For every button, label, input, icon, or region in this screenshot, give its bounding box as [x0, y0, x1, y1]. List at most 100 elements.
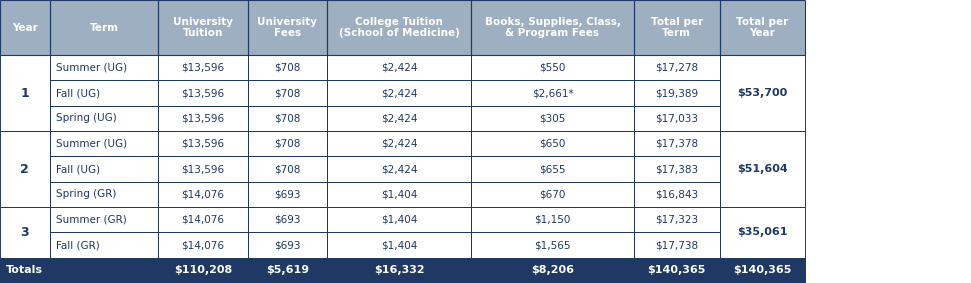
Text: $51,604: $51,604	[737, 164, 787, 174]
Text: $2,661*: $2,661*	[532, 88, 573, 98]
Bar	[0, 207, 50, 258]
Bar	[248, 106, 327, 131]
Text: Spring (UG): Spring (UG)	[56, 113, 117, 123]
Text: $14,076: $14,076	[182, 189, 224, 200]
Text: $13,596: $13,596	[182, 63, 224, 73]
Text: $708: $708	[274, 88, 301, 98]
Bar	[158, 131, 248, 156]
Bar	[471, 55, 634, 80]
Bar	[158, 55, 248, 80]
Text: Total per
Term: Total per Term	[651, 17, 703, 38]
Text: $650: $650	[539, 139, 566, 149]
Bar	[471, 232, 634, 258]
Bar	[634, 55, 720, 80]
Text: $53,700: $53,700	[737, 88, 787, 98]
Text: Year: Year	[12, 23, 38, 33]
Text: Summer (UG): Summer (UG)	[56, 63, 127, 73]
Text: $655: $655	[539, 164, 566, 174]
Bar	[327, 207, 471, 232]
Text: Summer (GR): Summer (GR)	[56, 215, 127, 225]
Bar	[158, 156, 248, 182]
Bar	[248, 207, 327, 232]
Bar	[50, 131, 158, 156]
Text: 2: 2	[20, 163, 29, 175]
Bar	[634, 207, 720, 232]
Bar	[248, 131, 327, 156]
Bar	[634, 131, 720, 156]
Bar	[158, 207, 248, 232]
Bar	[0, 258, 50, 283]
Bar	[248, 258, 327, 283]
Bar	[248, 182, 327, 207]
Bar	[327, 232, 471, 258]
Text: $14,076: $14,076	[182, 215, 224, 225]
Bar	[327, 182, 471, 207]
Text: $2,424: $2,424	[381, 139, 418, 149]
Bar	[327, 106, 471, 131]
Text: $2,424: $2,424	[381, 113, 418, 123]
Bar	[471, 0, 634, 55]
Bar	[327, 80, 471, 106]
Text: $17,278: $17,278	[655, 63, 698, 73]
Bar	[158, 106, 248, 131]
Text: Totals: Totals	[6, 265, 44, 275]
Bar	[0, 55, 50, 131]
Text: Fall (UG): Fall (UG)	[56, 164, 100, 174]
Bar	[158, 258, 248, 283]
Text: $693: $693	[274, 240, 301, 250]
Text: Fall (UG): Fall (UG)	[56, 88, 100, 98]
Bar	[327, 131, 471, 156]
Text: University
Fees: University Fees	[257, 17, 318, 38]
Bar	[248, 156, 327, 182]
Bar	[50, 0, 158, 55]
Bar	[471, 258, 634, 283]
Text: Term: Term	[89, 23, 118, 33]
Bar	[720, 258, 805, 283]
Bar	[327, 55, 471, 80]
Bar	[248, 232, 327, 258]
Text: $17,323: $17,323	[655, 215, 698, 225]
Bar	[248, 55, 327, 80]
Bar	[50, 232, 158, 258]
Bar	[634, 0, 720, 55]
Bar	[158, 0, 248, 55]
Text: $1,404: $1,404	[381, 240, 418, 250]
Bar	[634, 106, 720, 131]
Text: Summer (UG): Summer (UG)	[56, 139, 127, 149]
Text: University
Tuition: University Tuition	[173, 17, 233, 38]
Text: $708: $708	[274, 139, 301, 149]
Text: $13,596: $13,596	[182, 139, 224, 149]
Text: $17,033: $17,033	[655, 113, 698, 123]
Text: College Tuition
(School of Medicine): College Tuition (School of Medicine)	[339, 17, 459, 38]
Bar	[248, 0, 327, 55]
Text: $13,596: $13,596	[182, 88, 224, 98]
Bar	[50, 182, 158, 207]
Bar	[327, 258, 471, 283]
Text: $1,404: $1,404	[381, 189, 418, 200]
Bar	[471, 156, 634, 182]
Text: Fall (GR): Fall (GR)	[56, 240, 100, 250]
Text: $2,424: $2,424	[381, 63, 418, 73]
Text: $19,389: $19,389	[655, 88, 698, 98]
Text: $17,383: $17,383	[655, 164, 698, 174]
Bar	[0, 0, 50, 55]
Text: $550: $550	[539, 63, 566, 73]
Text: $2,424: $2,424	[381, 164, 418, 174]
Text: $13,596: $13,596	[182, 164, 224, 174]
Text: $140,365: $140,365	[733, 265, 791, 275]
Text: Total per
Year: Total per Year	[736, 17, 788, 38]
Bar	[720, 207, 805, 258]
Text: $13,596: $13,596	[182, 113, 224, 123]
Text: $708: $708	[274, 113, 301, 123]
Bar	[0, 131, 50, 207]
Text: $708: $708	[274, 164, 301, 174]
Text: $670: $670	[539, 189, 566, 200]
Text: $693: $693	[274, 189, 301, 200]
Text: 1: 1	[20, 87, 29, 100]
Text: Spring (GR): Spring (GR)	[56, 189, 117, 200]
Text: $1,565: $1,565	[534, 240, 571, 250]
Text: 3: 3	[20, 226, 29, 239]
Bar	[471, 182, 634, 207]
Bar	[158, 182, 248, 207]
Text: $35,061: $35,061	[737, 227, 787, 237]
